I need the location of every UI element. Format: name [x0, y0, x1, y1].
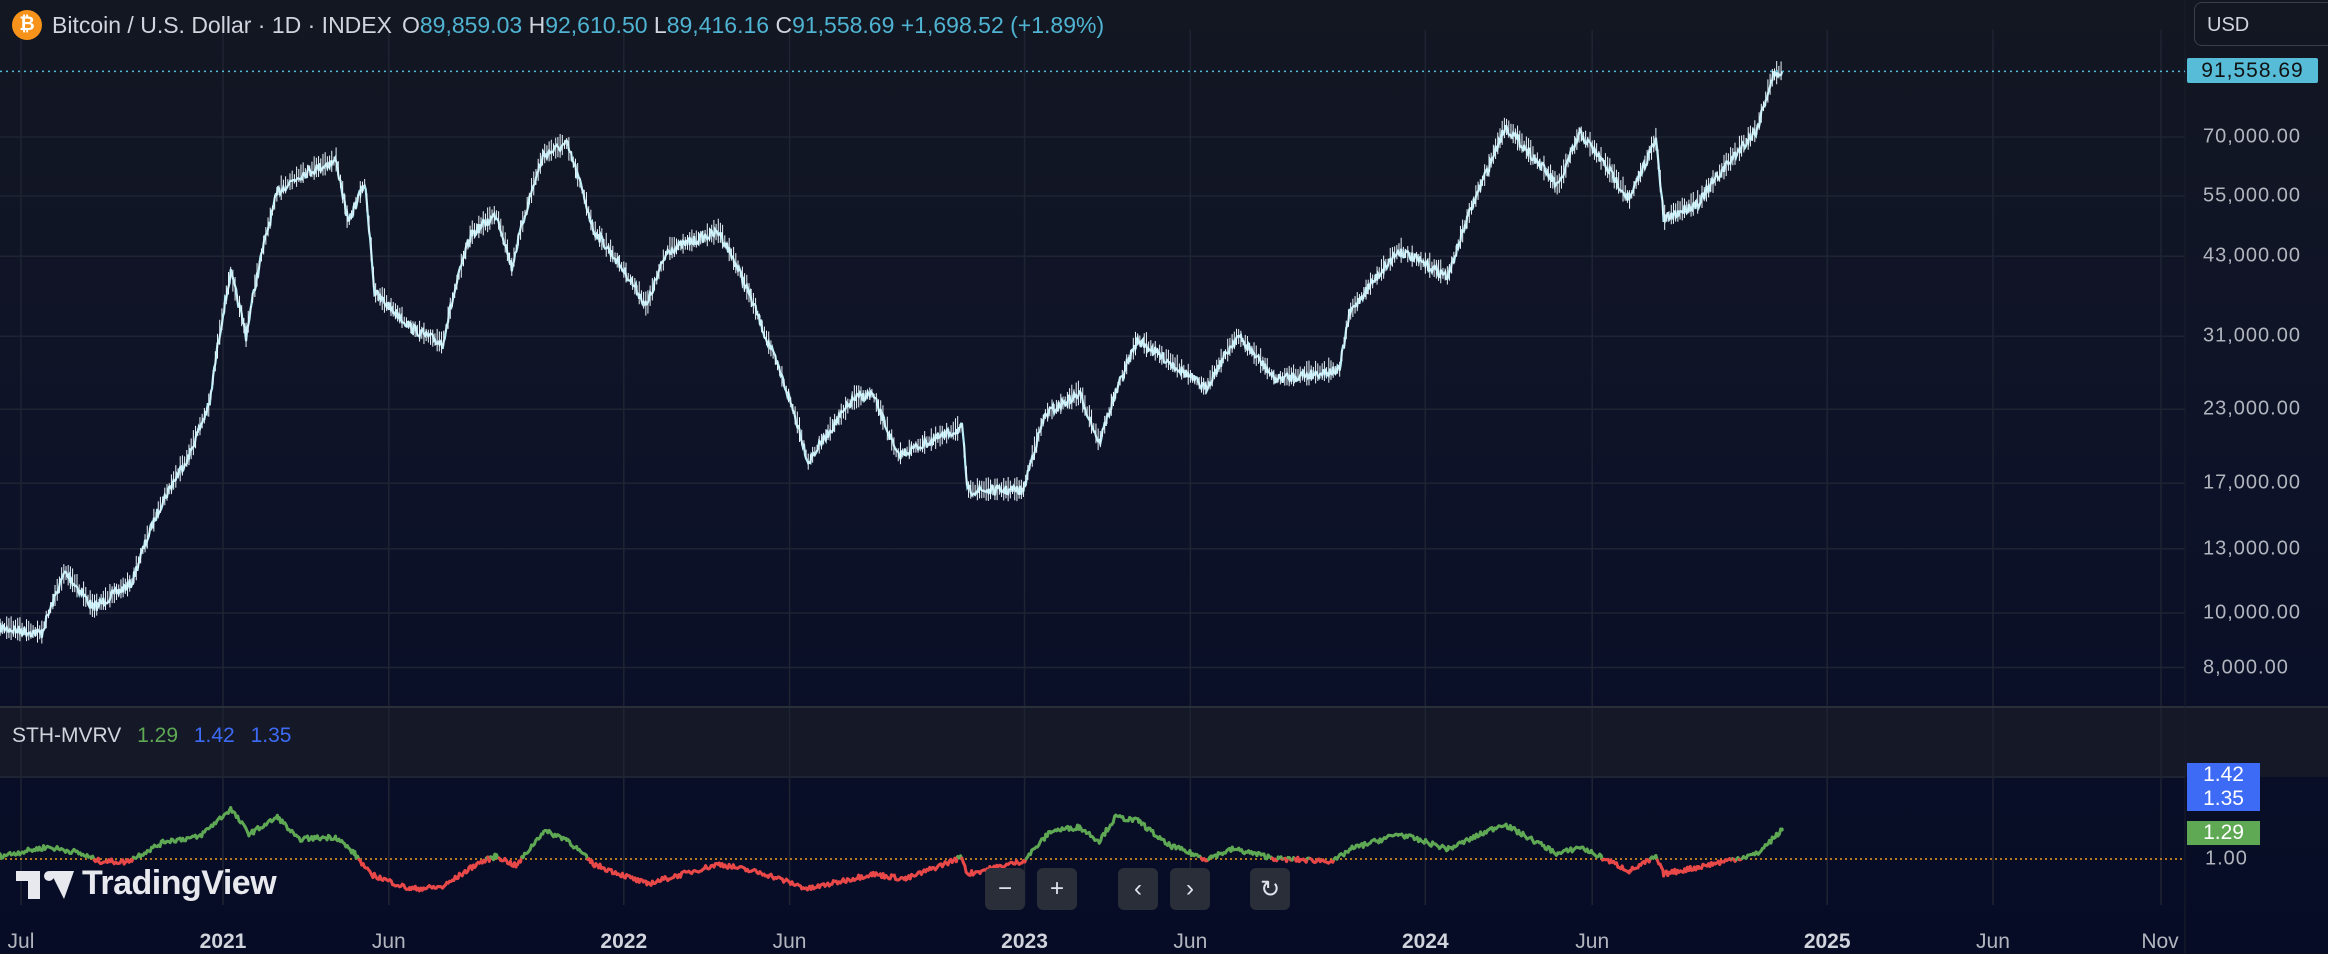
indicator-value-3: 1.35 — [251, 724, 292, 747]
time-axis-label: 2025 — [1804, 930, 1851, 954]
price-series-line — [0, 71, 1782, 638]
indicator-tag-1: 1.29 — [2187, 821, 2260, 845]
time-axis-label: Jun — [1575, 930, 1609, 954]
high-value: 92,610.50 — [545, 12, 647, 38]
indicator-value-2: 1.42 — [194, 724, 235, 747]
time-axis-label: Jun — [372, 930, 406, 954]
price-axis-tick: 13,000.00 — [2203, 537, 2301, 560]
symbol-title[interactable]: Bitcoin / U.S. Dollar · 1D · INDEX — [52, 12, 392, 39]
time-axis-label: 2022 — [600, 930, 647, 954]
time-axis-label: 2023 — [1001, 930, 1048, 954]
low-label: L — [654, 12, 667, 38]
time-axis-label: Jul — [8, 930, 35, 954]
change-value: +1,698.52 (+1.89%) — [901, 12, 1104, 38]
price-axis-tick: 70,000.00 — [2203, 126, 2301, 149]
price-axis-tick: 43,000.00 — [2203, 245, 2301, 268]
time-axis-label: Nov — [2141, 930, 2178, 954]
scroll-right-button[interactable]: › — [1170, 868, 1210, 910]
price-axis-tick: 10,000.00 — [2203, 601, 2301, 624]
zoom-out-button[interactable]: − — [985, 868, 1025, 910]
time-axis-label: Jun — [1173, 930, 1207, 954]
price-axis-tick: 55,000.00 — [2203, 184, 2301, 207]
bitcoin-icon: ₿ — [12, 10, 42, 40]
indicator-tag-3: 1.35 — [2187, 787, 2260, 811]
indicator-tag-2: 1.42 — [2187, 763, 2260, 787]
open-label: O — [402, 12, 420, 38]
price-axis-tick: 8,000.00 — [2203, 656, 2289, 679]
indicator-legend[interactable]: STH-MVRV 1.29 1.42 1.35 — [12, 724, 291, 748]
indicator-name: STH-MVRV — [12, 724, 121, 747]
scroll-left-button[interactable]: ‹ — [1118, 868, 1158, 910]
reset-chart-button[interactable]: ↻ — [1250, 868, 1290, 910]
time-axis-label: Jun — [773, 930, 807, 954]
open-value: 89,859.03 — [420, 12, 522, 38]
tradingview-wordmark: TradingView — [82, 864, 276, 903]
tradingview-logo[interactable]: TradingView — [16, 864, 276, 903]
current-price-tag: 91,558.69 — [2187, 58, 2318, 83]
time-axis-label: Jun — [1976, 930, 2010, 954]
tradingview-logo-icon — [16, 869, 72, 899]
ohlc-values: O89,859.03 H92,610.50 L89,416.16 C91,558… — [402, 12, 1104, 39]
indicator-axis-tick: 1.00 — [2205, 848, 2248, 871]
currency-selector[interactable]: USD — [2194, 2, 2328, 46]
price-axis-tick: 17,000.00 — [2203, 472, 2301, 495]
low-value: 89,416.16 — [667, 12, 769, 38]
time-axis-label: 2021 — [200, 930, 247, 954]
close-label: C — [775, 12, 792, 38]
close-value: 91,558.69 — [792, 12, 894, 38]
price-axis-tick: 23,000.00 — [2203, 398, 2301, 421]
high-label: H — [529, 12, 546, 38]
symbol-header: ₿ Bitcoin / U.S. Dollar · 1D · INDEX O89… — [12, 10, 1104, 40]
zoom-in-button[interactable]: + — [1037, 868, 1077, 910]
indicator-value-1: 1.29 — [137, 724, 178, 747]
price-axis-tick: 31,000.00 — [2203, 325, 2301, 348]
time-axis-label: 2024 — [1402, 930, 1449, 954]
